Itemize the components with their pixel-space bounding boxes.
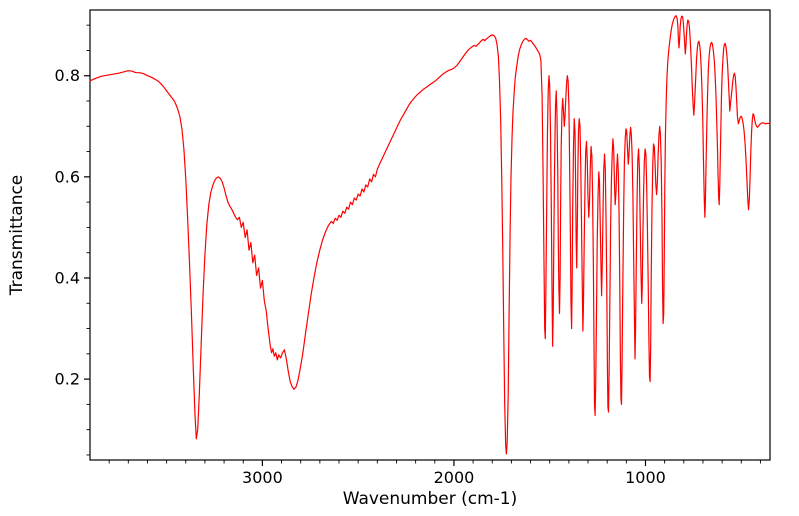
x-axis-label: Wavenumber (cm-1) (343, 489, 518, 509)
y-axis-ticks (84, 24, 90, 456)
x-tick-label: 1000 (625, 468, 666, 487)
x-tick-label: 2000 (434, 468, 475, 487)
y-tick-label: 0.8 (55, 66, 80, 85)
y-axis-label: Transmittance (7, 175, 27, 297)
spectrum-line (89, 15, 771, 455)
y-tick-label: 0.2 (55, 370, 80, 389)
x-axis-ticks (108, 460, 761, 466)
plot-border (89, 9, 771, 461)
y-tick-label: 0.4 (55, 268, 80, 287)
y-tick-label: 0.6 (55, 167, 80, 186)
y-tick-labels: 0.2 0.4 0.6 0.8 (55, 66, 80, 388)
x-tick-labels: 3000 2000 1000 (242, 468, 666, 487)
x-tick-label: 3000 (242, 468, 283, 487)
